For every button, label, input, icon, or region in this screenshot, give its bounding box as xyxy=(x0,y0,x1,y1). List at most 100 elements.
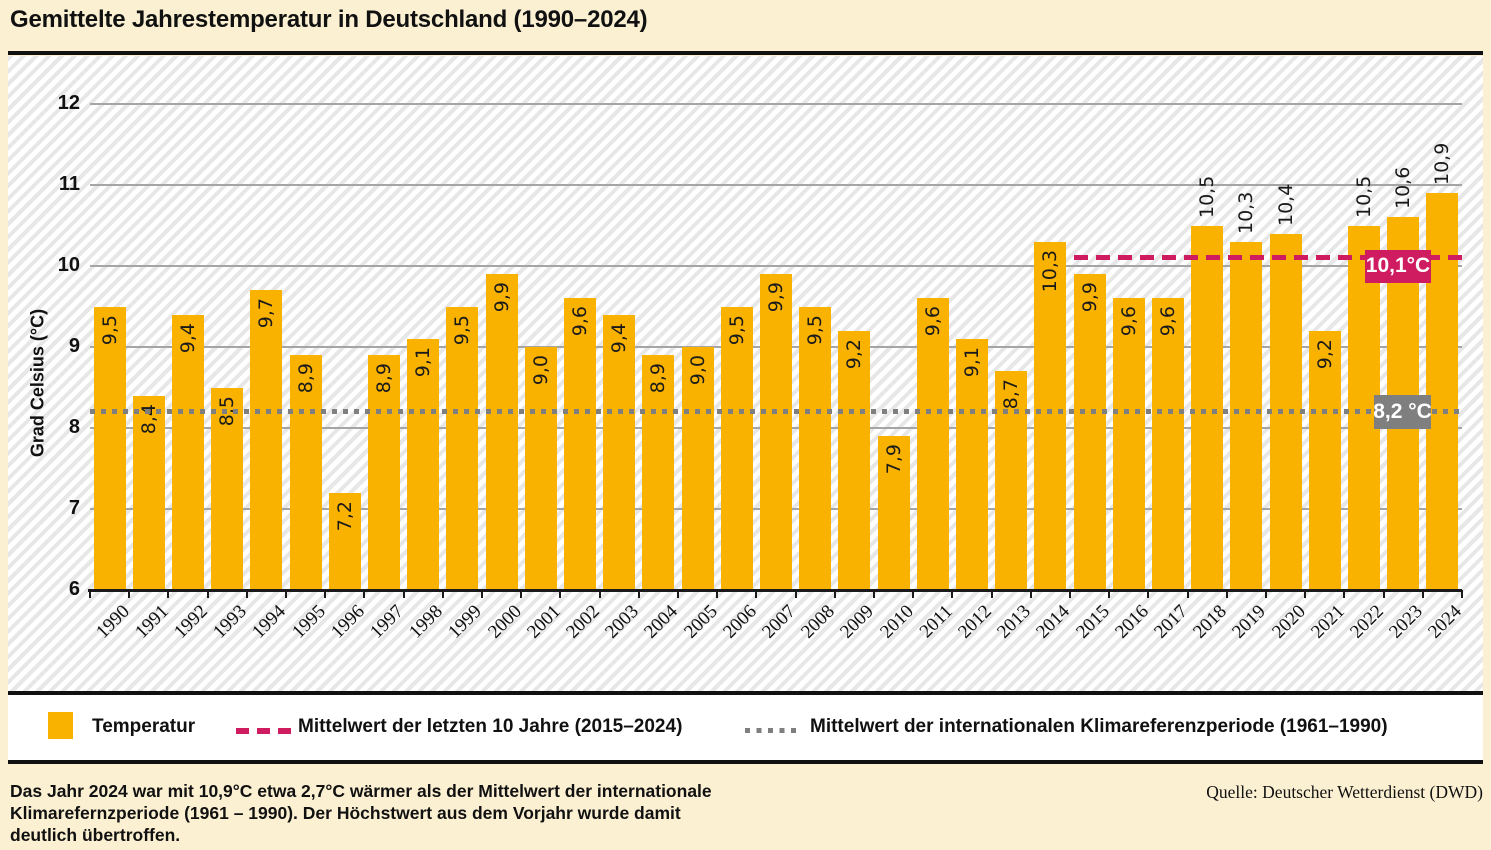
bar-label-2016: 9,6 xyxy=(1117,306,1140,337)
year-label-2003: 2003 xyxy=(601,601,644,643)
year-label-2017: 2017 xyxy=(1150,601,1192,643)
year-label-1999: 1999 xyxy=(444,601,487,643)
bar-label-1996: 7,2 xyxy=(333,500,356,532)
bar-2001 xyxy=(524,347,557,590)
year-label-1994: 1994 xyxy=(248,601,291,643)
year-label-2022: 2022 xyxy=(1346,601,1388,643)
refline-value-badge-refperiod: 8,2 °C xyxy=(1373,394,1432,429)
y-tick-label: 12 xyxy=(57,92,80,114)
bar-2017 xyxy=(1152,298,1184,590)
bar-label-2010: 7,9 xyxy=(882,444,905,475)
footer-note-line-1: Das Jahr 2024 war mit 10,9°C etwa 2,7°C … xyxy=(10,781,712,801)
axis-tick xyxy=(1029,590,1032,598)
bar-1997 xyxy=(368,355,400,590)
axis-tick xyxy=(1461,590,1463,598)
year-label-2013: 2013 xyxy=(993,601,1036,643)
axis-tick xyxy=(598,590,601,598)
page-title: Gemittelte Jahrestemperatur in Deutschla… xyxy=(10,6,648,33)
axis-tick xyxy=(912,590,915,598)
year-label-1991: 1991 xyxy=(130,601,173,643)
axis-tick xyxy=(755,590,758,598)
axis-tick xyxy=(833,590,836,598)
axis-tick xyxy=(1108,590,1111,598)
axis-tick xyxy=(1382,590,1385,598)
refline-refperiod xyxy=(90,409,1462,415)
bar-2018 xyxy=(1191,225,1224,590)
axis-tick xyxy=(520,590,523,598)
bar-2010 xyxy=(877,436,910,590)
bar-1990 xyxy=(93,306,126,590)
year-label-2001: 2001 xyxy=(522,601,565,643)
axis-tick xyxy=(128,590,131,598)
legend-reference-label: Mittelwert der internationalen Klimarefe… xyxy=(810,716,1388,737)
y-tick-label: 10 xyxy=(57,254,80,276)
bar-label-2021: 9,2 xyxy=(1313,338,1336,370)
bar-label-1998: 9,1 xyxy=(412,346,435,378)
bar-1995 xyxy=(289,355,322,590)
y-tick-label: 9 xyxy=(68,335,80,357)
chart-bottom-divider xyxy=(8,691,1483,695)
bar-1991 xyxy=(132,395,165,590)
gridline xyxy=(90,103,1462,105)
year-label-2010: 2010 xyxy=(875,601,918,643)
axis-tick xyxy=(1265,590,1267,598)
footer-note-line-2: Klimarefernzperiode (1961 – 1990). Der H… xyxy=(10,803,681,823)
axis-tick xyxy=(559,590,562,598)
bar-label-2003: 9,4 xyxy=(608,322,631,353)
bar-2013 xyxy=(995,371,1028,590)
axis-tick xyxy=(1343,590,1346,598)
year-label-1992: 1992 xyxy=(170,601,212,643)
bar-2000 xyxy=(485,274,518,590)
bar-label-2012: 9,1 xyxy=(961,346,983,378)
bar-2008 xyxy=(799,306,832,590)
bar-1999 xyxy=(446,306,479,590)
year-label-2024: 2024 xyxy=(1424,601,1467,643)
footer-note-line-3: deutlich übertroffen. xyxy=(10,825,181,845)
bar-label-1995: 8,9 xyxy=(294,363,317,394)
year-label-1997: 1997 xyxy=(366,601,408,643)
bar-label-2004: 8,9 xyxy=(647,363,670,394)
axis-tick xyxy=(990,590,993,598)
bar-2009 xyxy=(838,330,871,590)
y-tick-label: 8 xyxy=(68,416,80,438)
year-label-2005: 2005 xyxy=(679,601,722,643)
bar-label-2023: 10,6 xyxy=(1392,167,1415,210)
bar-2014 xyxy=(1034,241,1067,590)
bar-label-2020: 10,4 xyxy=(1274,183,1297,226)
bar-label-2009: 9,2 xyxy=(843,338,866,370)
legend-temperature-swatch xyxy=(48,712,73,739)
year-label-2011: 2011 xyxy=(915,601,957,643)
legend-mean10-label: Mittelwert der letzten 10 Jahre (2015–20… xyxy=(298,716,683,737)
axis-tick xyxy=(1069,590,1071,598)
year-label-1990: 1990 xyxy=(91,601,134,643)
y-tick-label: 11 xyxy=(58,173,80,195)
axis-tick xyxy=(873,590,875,598)
axis-tick xyxy=(1147,590,1150,598)
axis-tick xyxy=(245,590,248,598)
bar-label-2002: 9,6 xyxy=(569,306,591,337)
bar-label-1997: 8,9 xyxy=(373,363,395,394)
year-label-2006: 2006 xyxy=(718,601,761,643)
axis-tick xyxy=(1225,590,1228,598)
bar-1992 xyxy=(172,314,204,590)
axis-tick xyxy=(441,590,444,598)
bar-1998 xyxy=(407,338,440,590)
y-tick-label: 6 xyxy=(68,578,80,600)
year-label-2016: 2016 xyxy=(1110,601,1153,643)
bar-label-2017: 9,6 xyxy=(1157,306,1179,337)
bar-label-2014: 10,3 xyxy=(1039,249,1062,292)
bar-label-2022: 10,5 xyxy=(1353,175,1375,218)
year-label-2020: 2020 xyxy=(1267,601,1310,643)
legend: Temperatur Mittelwert der letzten 10 Jah… xyxy=(8,695,1483,760)
y-tick-label: 7 xyxy=(68,497,80,519)
axis-tick xyxy=(1304,590,1307,598)
legend-reference-dot-icon xyxy=(745,728,802,733)
legend-temperature-label: Temperatur xyxy=(92,716,196,737)
bar-label-1994: 9,7 xyxy=(255,298,278,329)
year-label-2019: 2019 xyxy=(1228,601,1271,643)
bar-label-2001: 9,0 xyxy=(529,355,552,386)
year-label-1995: 1995 xyxy=(287,601,330,643)
bar-1994 xyxy=(250,290,283,590)
